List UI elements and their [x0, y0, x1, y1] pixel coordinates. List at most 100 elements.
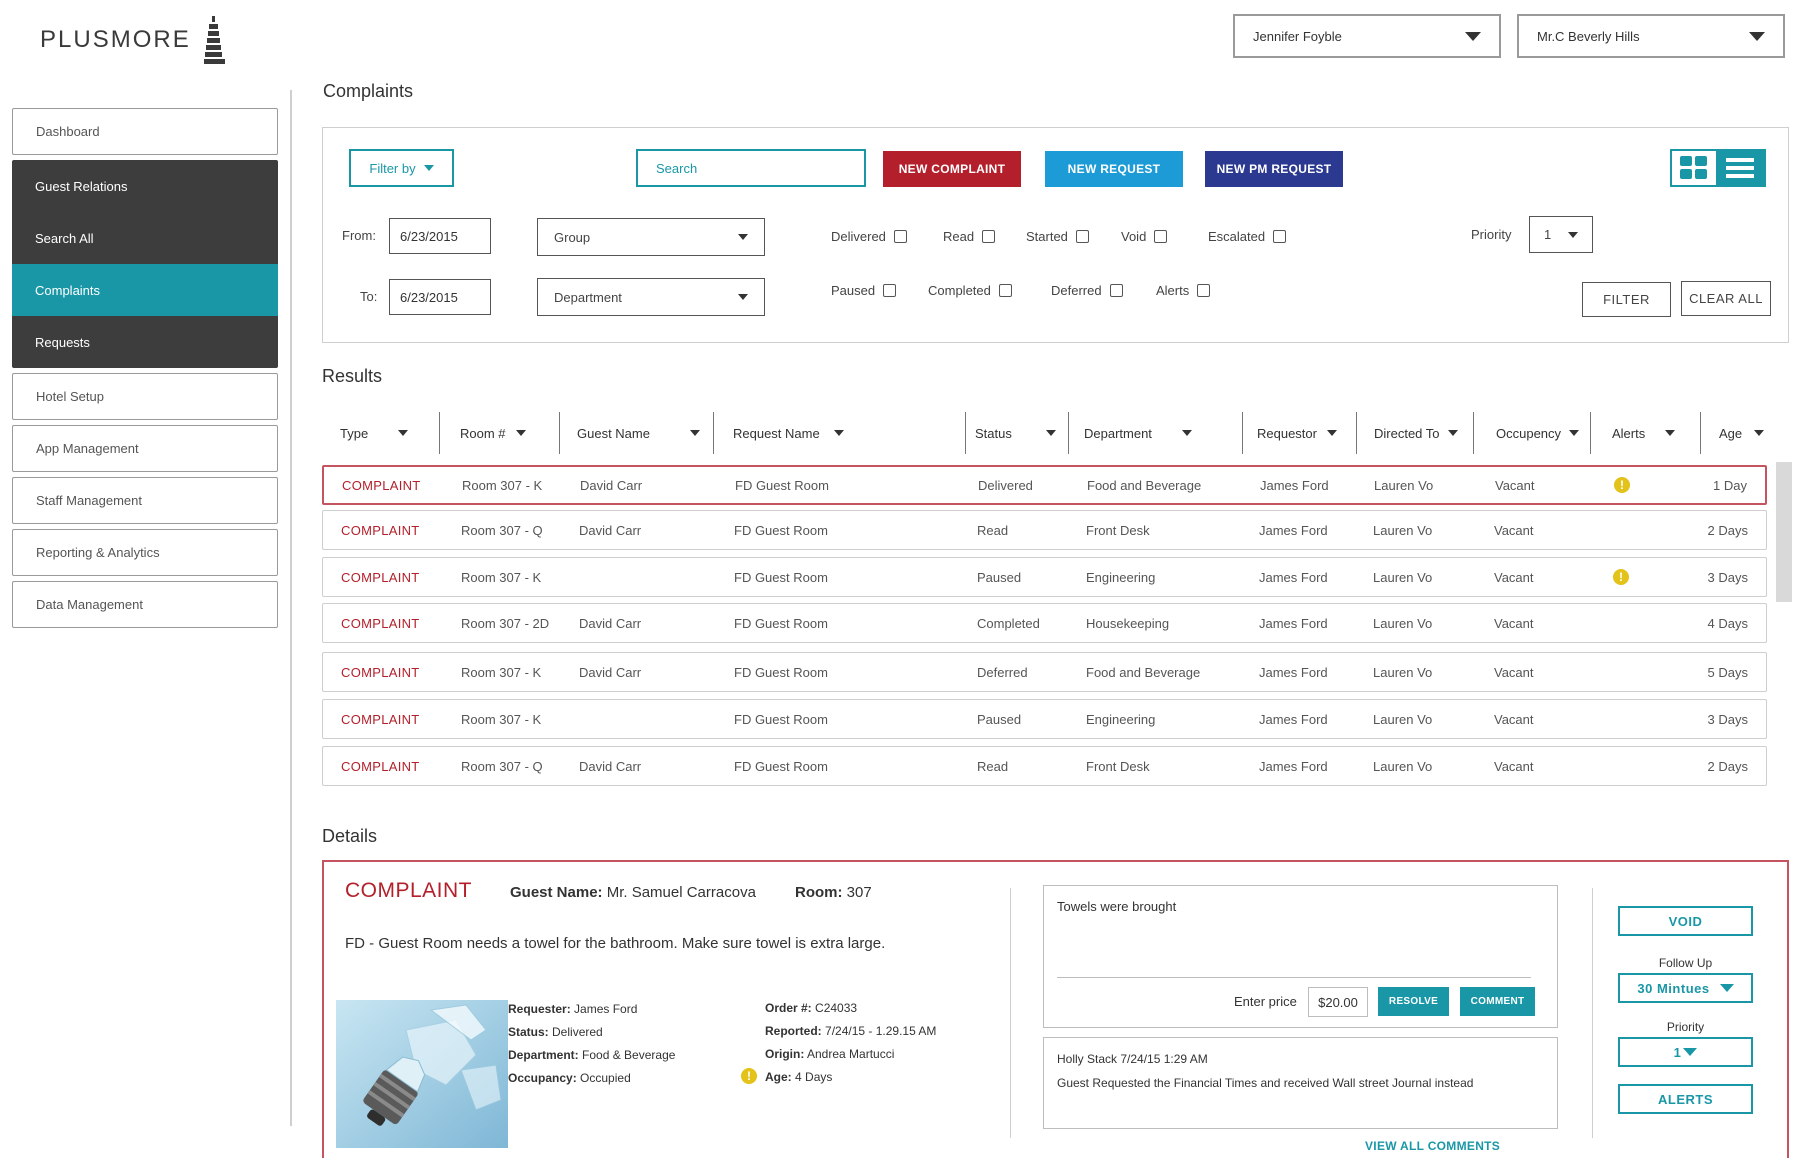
new-complaint-button[interactable]: NEW COMPLAINT [883, 151, 1021, 187]
comment-composer[interactable]: Towels were brought Enter price $20.00 R… [1043, 885, 1558, 1028]
comment-button[interactable]: COMMENT [1460, 987, 1535, 1016]
row-directed-to: Lauren Vo [1374, 477, 1434, 493]
column-header-room[interactable]: Room # [460, 410, 526, 456]
sidebar-item-hotel-setup[interactable]: Hotel Setup [12, 373, 278, 420]
follow-up-dropdown[interactable]: 30 Mintues [1618, 973, 1753, 1003]
row-requestor: James Ford [1260, 477, 1329, 493]
sidebar-item-guest-relations[interactable]: Guest Relations [12, 160, 278, 212]
sort-icon [515, 430, 526, 436]
checkbox-completed[interactable]: Completed [928, 283, 1012, 298]
checkbox-box[interactable] [1075, 230, 1089, 243]
comment-input[interactable]: Towels were brought [1057, 899, 1177, 914]
column-header-request-name[interactable]: Request Name [733, 410, 844, 456]
sidebar-item-complaints[interactable]: Complaints [12, 264, 278, 316]
sidebar-item-app-management[interactable]: App Management [12, 425, 278, 472]
sidebar-item-dashboard[interactable]: Dashboard [12, 108, 278, 155]
new-pm-request-button[interactable]: NEW PM REQUEST [1205, 151, 1343, 187]
row-department: Housekeeping [1086, 615, 1170, 631]
table-row[interactable]: COMPLAINT Room 307 - K David Carr FD Gue… [322, 465, 1767, 505]
row-age: 3 Days [1707, 711, 1748, 727]
grid-view-button[interactable] [1672, 151, 1716, 185]
search-input[interactable]: Search [636, 149, 866, 187]
sidebar-item-label: Complaints [35, 282, 101, 298]
checkbox-box[interactable] [883, 284, 897, 297]
table-row[interactable]: COMPLAINT Room 307 - K FD Guest Room Pau… [322, 557, 1767, 597]
column-header-status[interactable]: Status [975, 410, 1056, 456]
priority-label: Priority [1471, 227, 1512, 242]
details-info-right: Order #: C24033 Reported: 7/24/15 - 1.29… [765, 997, 936, 1089]
priority-dropdown[interactable]: 1 [1529, 216, 1593, 253]
age-line: Age: 4 Days [765, 1066, 936, 1089]
void-button[interactable]: VOID [1618, 906, 1753, 936]
clear-all-button[interactable]: CLEAR ALL [1681, 281, 1771, 316]
grid-icon [1680, 156, 1707, 179]
row-request: FD Guest Room [735, 477, 829, 493]
checkbox-escalated[interactable]: Escalated [1208, 229, 1287, 244]
price-input[interactable]: $20.00 [1308, 987, 1368, 1017]
from-date-input[interactable]: 6/23/2015 [389, 218, 491, 254]
column-header-label: Room # [460, 425, 506, 441]
chevron-down-icon [1683, 1048, 1698, 1056]
column-header-guest-name[interactable]: Guest Name [577, 410, 700, 456]
column-header-requestor[interactable]: Requestor [1257, 410, 1337, 456]
table-row[interactable]: COMPLAINT Room 307 - K FD Guest Room Pau… [322, 699, 1767, 739]
comment-divider [1057, 977, 1531, 978]
list-view-button[interactable] [1716, 151, 1764, 185]
checkbox-deferred[interactable]: Deferred [1051, 283, 1123, 298]
alerts-button[interactable]: ALERTS [1618, 1084, 1753, 1114]
table-row[interactable]: COMPLAINT Room 307 - Q David Carr FD Gue… [322, 510, 1767, 550]
new-request-button[interactable]: NEW REQUEST [1045, 151, 1183, 187]
user-select[interactable]: Jennifer Foyble [1233, 14, 1501, 58]
checkbox-box[interactable] [998, 284, 1012, 297]
brand-logo[interactable]: PLUSMORE [40, 16, 225, 64]
column-header-directed-to[interactable]: Directed To [1374, 410, 1458, 456]
table-row[interactable]: COMPLAINT Room 307 - Q David Carr FD Gue… [322, 746, 1767, 786]
department-line: Department: Food & Beverage [508, 1044, 675, 1067]
hotel-select[interactable]: Mr.C Beverly Hills [1517, 14, 1785, 58]
checkbox-box[interactable] [1154, 230, 1168, 243]
filter-by-dropdown[interactable]: Filter by [349, 149, 454, 187]
row-room: Room 307 - K [461, 569, 542, 585]
group-dropdown[interactable]: Group [537, 218, 765, 256]
details-priority-dropdown[interactable]: 1 [1618, 1037, 1753, 1067]
checkbox-paused[interactable]: Paused [831, 283, 897, 298]
sidebar-divider [290, 90, 292, 1126]
checkbox-delivered[interactable]: Delivered [831, 229, 907, 244]
row-status: Deferred [977, 664, 1028, 680]
checkbox-box[interactable] [1273, 230, 1287, 243]
to-date-input[interactable]: 6/23/2015 [389, 279, 491, 315]
sidebar-item-staff-management[interactable]: Staff Management [12, 477, 278, 524]
column-header-alerts[interactable]: Alerts [1612, 410, 1676, 456]
checkbox-box[interactable] [1197, 284, 1211, 297]
department-dropdown[interactable]: Department [537, 278, 765, 316]
sidebar-item-reporting-analytics[interactable]: Reporting & Analytics [12, 529, 278, 576]
table-row[interactable]: COMPLAINT Room 307 - 2D David Carr FD Gu… [322, 603, 1767, 643]
row-occupancy: Vacant [1494, 711, 1534, 727]
sidebar-item-label: App Management [36, 441, 139, 456]
sidebar-item-requests[interactable]: Requests [12, 316, 278, 368]
column-header-occupancy[interactable]: Occupency [1496, 410, 1580, 456]
table-scrollbar[interactable] [1776, 462, 1792, 602]
row-department: Front Desk [1086, 758, 1150, 774]
filter-button[interactable]: FILTER [1582, 282, 1671, 317]
checkbox-void[interactable]: Void [1121, 229, 1168, 244]
sidebar-item-data-management[interactable]: Data Management [12, 581, 278, 628]
follow-up-value: 30 Mintues [1637, 980, 1710, 996]
checkbox-started[interactable]: Started [1026, 229, 1089, 244]
sidebar-item-search-all[interactable]: Search All [12, 212, 278, 264]
column-header-type[interactable]: Type [340, 410, 409, 456]
table-row[interactable]: COMPLAINT Room 307 - K David Carr FD Gue… [322, 652, 1767, 692]
resolve-button[interactable]: RESOLVE [1378, 987, 1449, 1016]
sort-icon [1447, 430, 1458, 436]
column-header-age[interactable]: Age [1719, 410, 1765, 456]
sidebar-group-guest-relations: Guest Relations Search All Complaints Re… [12, 160, 278, 368]
row-request: FD Guest Room [734, 664, 828, 680]
checkbox-box[interactable] [982, 230, 996, 243]
column-header-department[interactable]: Department [1084, 410, 1192, 456]
view-all-comments-link[interactable]: VIEW ALL COMMENTS [1365, 1139, 1501, 1153]
checkbox-box[interactable] [1109, 284, 1123, 297]
checkbox-read[interactable]: Read [943, 229, 996, 244]
column-divider [1356, 412, 1357, 454]
checkbox-box[interactable] [893, 230, 907, 243]
checkbox-alerts[interactable]: Alerts [1156, 283, 1211, 298]
